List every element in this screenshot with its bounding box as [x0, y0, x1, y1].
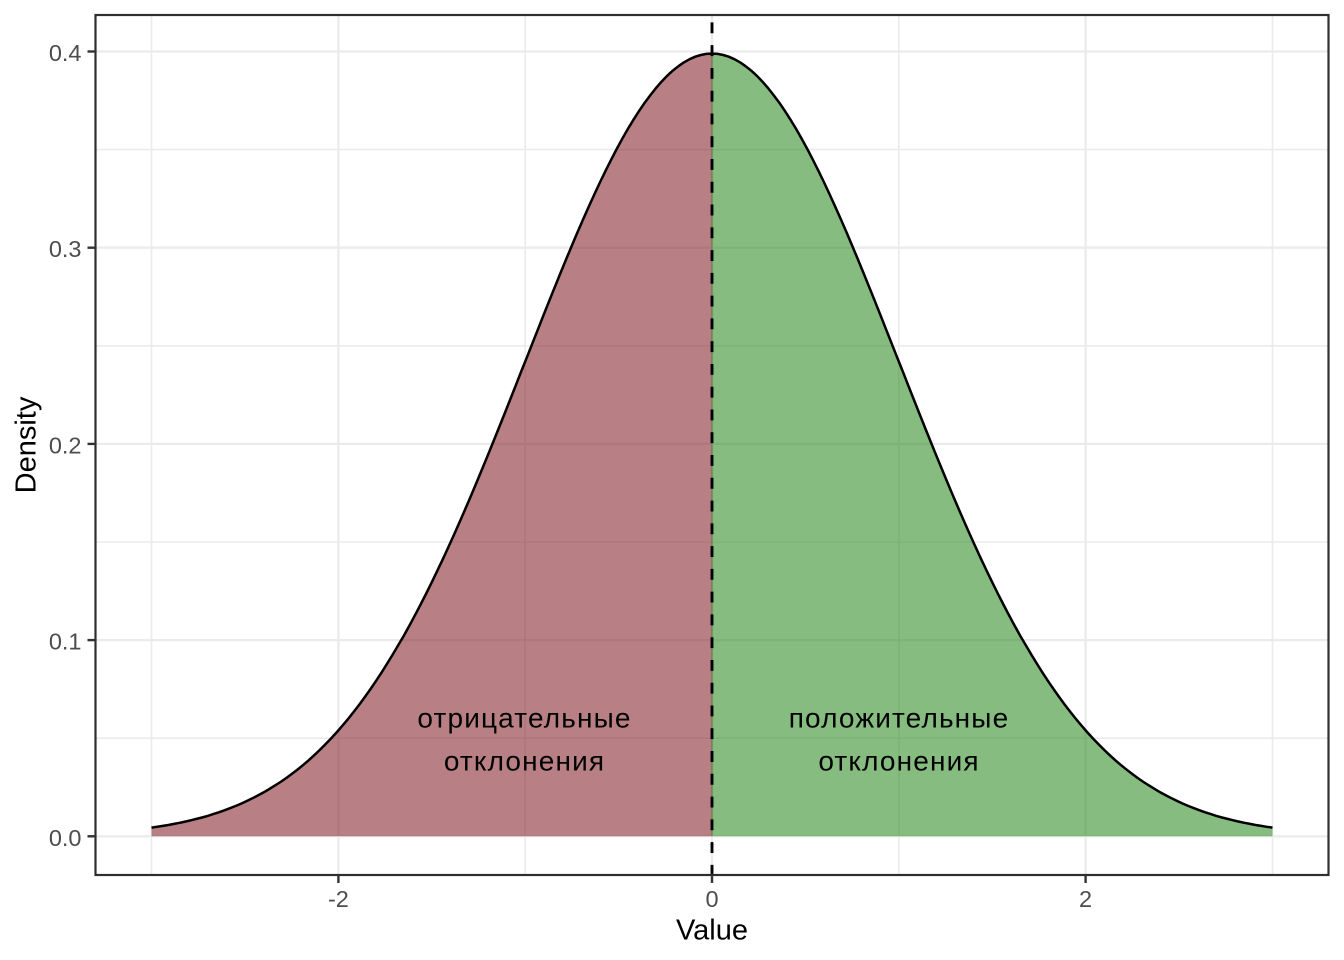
svg-text:-2: -2 [328, 886, 349, 912]
svg-text:0.1: 0.1 [49, 629, 82, 655]
svg-text:0.3: 0.3 [49, 236, 82, 262]
svg-text:Density: Density [11, 396, 43, 493]
svg-text:положительные: положительные [789, 703, 1010, 734]
svg-text:отклонения: отклонения [444, 745, 605, 776]
svg-text:0.2: 0.2 [49, 432, 82, 458]
svg-text:2: 2 [1079, 886, 1092, 912]
svg-text:отрицательные: отрицательные [417, 703, 631, 734]
svg-text:Value: Value [676, 915, 748, 947]
svg-text:0: 0 [705, 886, 718, 912]
svg-text:0.4: 0.4 [49, 40, 82, 66]
svg-text:отклонения: отклонения [818, 745, 979, 776]
svg-text:0.0: 0.0 [49, 825, 82, 851]
